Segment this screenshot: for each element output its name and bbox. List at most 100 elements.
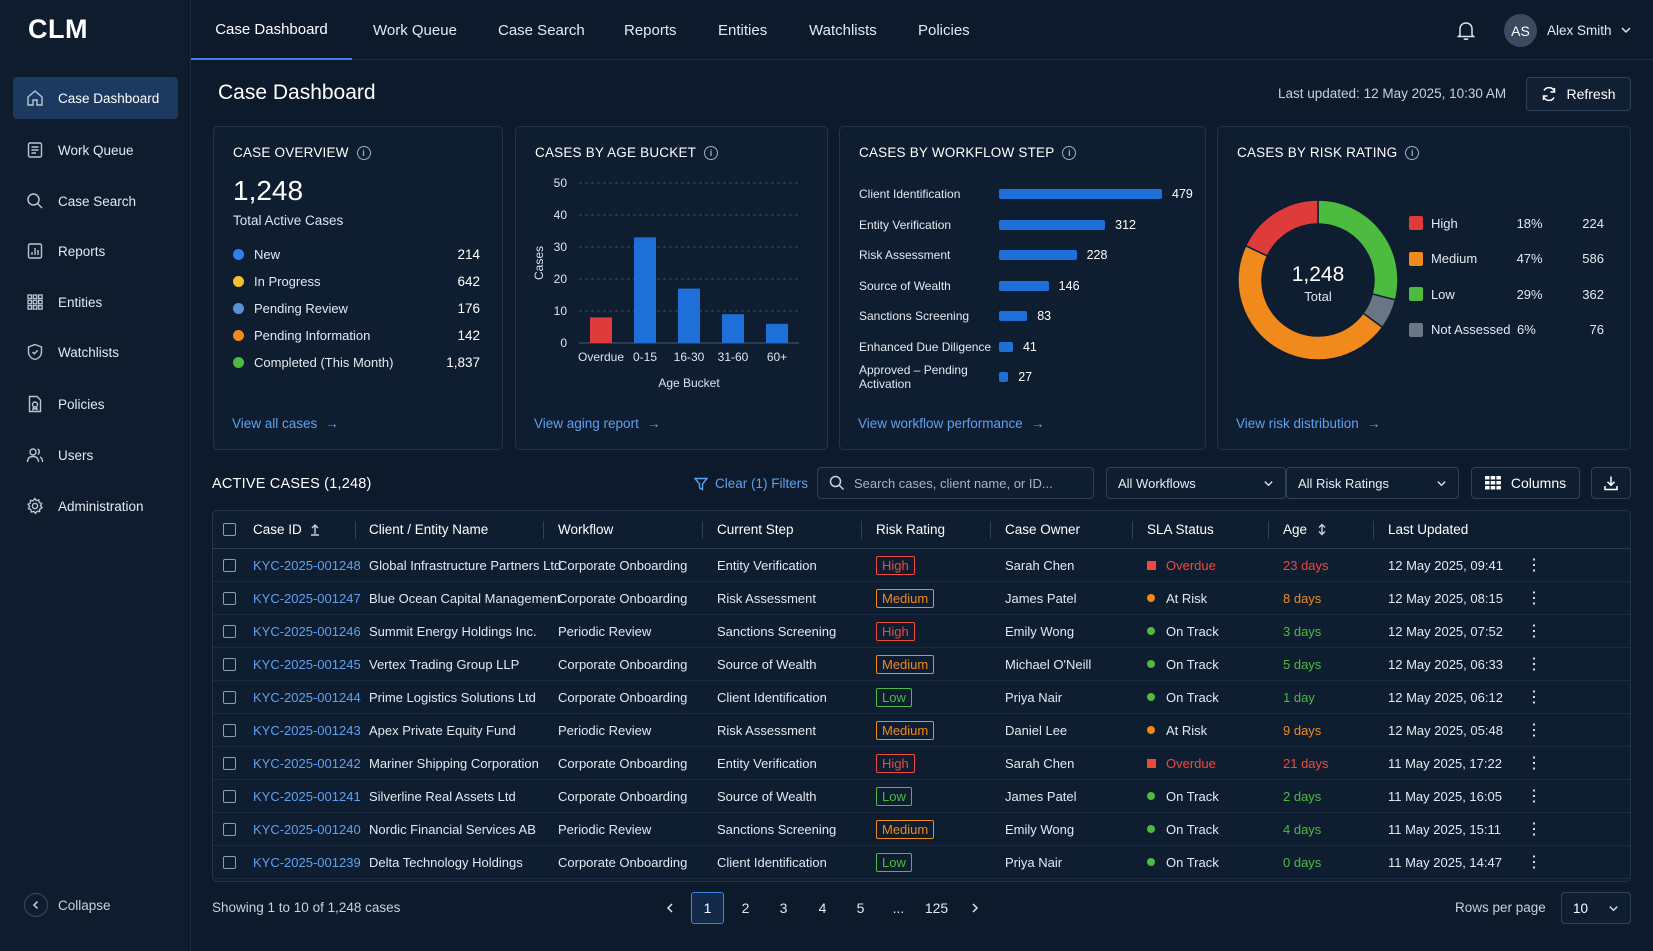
col-header-client[interactable]: Client / Entity Name bbox=[369, 522, 489, 537]
sort-ascending-icon[interactable] bbox=[310, 523, 320, 536]
tab-case-dashboard[interactable]: Case Dashboard bbox=[191, 0, 352, 60]
workflow-row[interactable]: Enhanced Due Diligence 41 bbox=[859, 338, 1037, 356]
bar-31-60[interactable] bbox=[722, 314, 744, 343]
workflow-filter-select[interactable]: All Workflows bbox=[1106, 467, 1286, 499]
status-row[interactable]: In Progress 642 bbox=[233, 271, 480, 291]
more-vertical-icon[interactable]: ⋮ bbox=[1526, 557, 1542, 574]
tab-work-queue[interactable]: Work Queue bbox=[373, 21, 457, 39]
row-checkbox[interactable] bbox=[223, 756, 236, 770]
bar-Overdue[interactable] bbox=[590, 317, 612, 343]
table-row[interactable]: KYC-2025-001243 Apex Private Equity Fund P… bbox=[213, 714, 1630, 747]
workflow-row[interactable]: Risk Assessment 228 bbox=[859, 246, 1107, 264]
tab-reports[interactable]: Reports bbox=[624, 21, 677, 39]
donut-slice-high[interactable] bbox=[1244, 199, 1319, 257]
case-id-link[interactable]: KYC-2025-001247 bbox=[253, 590, 361, 606]
table-row[interactable]: KYC-2025-001248 Global Infrastructure Par… bbox=[213, 549, 1630, 582]
col-header-current-step[interactable]: Current Step bbox=[717, 522, 794, 537]
workflow-row[interactable]: Source of Wealth 146 bbox=[859, 277, 1080, 295]
row-actions[interactable]: ⋮ bbox=[1526, 747, 1542, 779]
table-row[interactable]: KYC-2025-001239 Delta Technology Holdings… bbox=[213, 846, 1630, 879]
sidebar-item-work-queue[interactable]: Work Queue bbox=[13, 129, 178, 171]
page-button[interactable]: 5 bbox=[856, 900, 865, 916]
info-icon[interactable]: i bbox=[1062, 145, 1077, 160]
risk-filter-select[interactable]: All Risk Ratings bbox=[1286, 467, 1459, 499]
refresh-button[interactable]: Refresh bbox=[1526, 77, 1631, 111]
sidebar-item-users[interactable]: Users bbox=[13, 434, 178, 476]
checkbox[interactable] bbox=[223, 523, 236, 536]
rows-per-page-select[interactable]: 10 bbox=[1561, 892, 1631, 924]
row-checkbox[interactable] bbox=[223, 558, 236, 572]
bar-60+[interactable] bbox=[766, 323, 788, 343]
case-search-box[interactable] bbox=[817, 467, 1094, 499]
page-button[interactable]: 125 bbox=[924, 900, 949, 916]
avatar[interactable]: AS bbox=[1504, 14, 1537, 47]
row-checkbox[interactable] bbox=[223, 690, 236, 704]
tab-entities[interactable]: Entities bbox=[718, 21, 768, 39]
case-id-link[interactable]: KYC-2025-001240 bbox=[253, 821, 361, 837]
app-logo[interactable]: CLM bbox=[28, 14, 88, 44]
workflow-row[interactable]: Client Identification 479 bbox=[859, 185, 1193, 203]
sort-icon[interactable] bbox=[1317, 523, 1327, 536]
row-checkbox[interactable] bbox=[223, 789, 236, 803]
info-icon[interactable]: i bbox=[704, 145, 719, 160]
table-row[interactable]: KYC-2025-001244 Prime Logistics Solutions… bbox=[213, 681, 1630, 714]
sidebar-item-case-dashboard[interactable]: Case Dashboard bbox=[13, 77, 178, 119]
row-checkbox[interactable] bbox=[223, 624, 236, 638]
row-actions[interactable]: ⋮ bbox=[1526, 648, 1542, 680]
more-vertical-icon[interactable]: ⋮ bbox=[1526, 656, 1542, 673]
risk-legend-row[interactable]: Low 29% 362 bbox=[1409, 285, 1604, 303]
row-actions[interactable]: ⋮ bbox=[1526, 582, 1542, 614]
info-icon[interactable]: i bbox=[356, 145, 371, 160]
status-row[interactable]: New 214 bbox=[233, 244, 480, 264]
page-button[interactable]: 3 bbox=[779, 900, 788, 916]
workflow-row[interactable]: Entity Verification 312 bbox=[859, 216, 1136, 234]
row-checkbox[interactable] bbox=[223, 723, 236, 737]
sidebar-item-case-search[interactable]: Case Search bbox=[13, 180, 178, 222]
user-name[interactable]: Alex Smith bbox=[1547, 23, 1612, 38]
col-header-age[interactable]: Age bbox=[1283, 511, 1327, 548]
view-workflow-performance-link[interactable]: View workflow performance → bbox=[858, 416, 1044, 431]
col-header-risk-rating[interactable]: Risk Rating bbox=[876, 522, 946, 537]
row-actions[interactable]: ⋮ bbox=[1526, 681, 1542, 713]
table-row[interactable]: KYC-2025-001242 Mariner Shipping Corporat… bbox=[213, 747, 1630, 780]
row-checkbox[interactable] bbox=[223, 657, 236, 671]
row-actions[interactable]: ⋮ bbox=[1526, 615, 1542, 647]
more-vertical-icon[interactable]: ⋮ bbox=[1526, 854, 1542, 871]
case-id-link[interactable]: KYC-2025-001243 bbox=[253, 722, 361, 738]
info-icon[interactable]: i bbox=[1405, 145, 1420, 160]
row-actions[interactable]: ⋮ bbox=[1526, 780, 1542, 812]
chevron-right-icon[interactable] bbox=[969, 902, 981, 914]
more-vertical-icon[interactable]: ⋮ bbox=[1526, 821, 1542, 838]
table-row[interactable]: KYC-2025-001240 Nordic Financial Services… bbox=[213, 813, 1630, 846]
tab-case-search[interactable]: Case Search bbox=[498, 21, 585, 39]
view-aging-report-link[interactable]: View aging report → bbox=[534, 416, 660, 431]
case-id-link[interactable]: KYC-2025-001248 bbox=[253, 557, 361, 573]
risk-legend-row[interactable]: Medium 47% 586 bbox=[1409, 250, 1604, 268]
more-vertical-icon[interactable]: ⋮ bbox=[1526, 590, 1542, 607]
page-button[interactable]: 1 bbox=[691, 892, 724, 924]
row-actions[interactable]: ⋮ bbox=[1526, 846, 1542, 878]
sidebar-item-reports[interactable]: Reports bbox=[13, 230, 178, 272]
table-row[interactable]: KYC-2025-001246 Summit Energy Holdings In… bbox=[213, 615, 1630, 648]
workflow-row[interactable]: Approved – Pending Activation 27 bbox=[859, 363, 1032, 391]
row-checkbox[interactable] bbox=[223, 822, 236, 836]
columns-button[interactable]: Columns bbox=[1471, 467, 1580, 499]
sidebar-item-policies[interactable]: Policies bbox=[13, 383, 178, 425]
more-vertical-icon[interactable]: ⋮ bbox=[1526, 623, 1542, 640]
status-row[interactable]: Pending Review 176 bbox=[233, 298, 480, 318]
view-all-cases-link[interactable]: View all cases → bbox=[232, 416, 339, 431]
case-id-link[interactable]: KYC-2025-001239 bbox=[253, 854, 361, 870]
more-vertical-icon[interactable]: ⋮ bbox=[1526, 755, 1542, 772]
sidebar-item-entities[interactable]: Entities bbox=[13, 281, 178, 323]
risk-legend-row[interactable]: High 18% 224 bbox=[1409, 214, 1604, 232]
tab-policies[interactable]: Policies bbox=[918, 21, 970, 39]
more-vertical-icon[interactable]: ⋮ bbox=[1526, 689, 1542, 706]
col-header-case-id[interactable]: Case ID bbox=[253, 511, 320, 548]
risk-legend-row[interactable]: Not Assessed 6% 76 bbox=[1409, 321, 1604, 339]
col-header-workflow[interactable]: Workflow bbox=[558, 522, 614, 537]
row-checkbox[interactable] bbox=[223, 591, 236, 605]
chevron-left-icon[interactable] bbox=[664, 902, 676, 914]
row-actions[interactable]: ⋮ bbox=[1526, 813, 1542, 845]
status-row[interactable]: Completed (This Month) 1,837 bbox=[233, 352, 480, 372]
bell-icon[interactable] bbox=[1456, 20, 1476, 41]
